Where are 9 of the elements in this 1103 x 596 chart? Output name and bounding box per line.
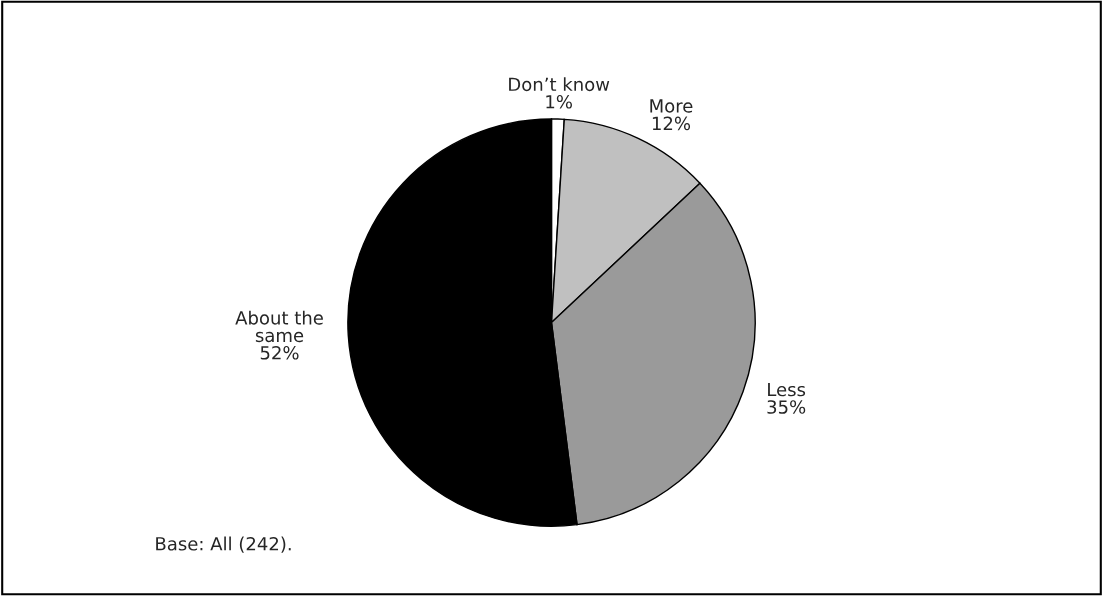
slice-label: Less <box>768 382 806 397</box>
data-label: 1% <box>546 94 572 109</box>
slice-label: More <box>650 99 693 113</box>
slice-label: Don’t know <box>509 77 610 92</box>
text: Base: All (242). <box>156 536 291 553</box>
data-label: 35% <box>767 400 806 414</box>
data-label: 12% <box>652 116 691 131</box>
slice-label: About the same <box>235 310 323 343</box>
data-label: 52% <box>260 345 299 360</box>
